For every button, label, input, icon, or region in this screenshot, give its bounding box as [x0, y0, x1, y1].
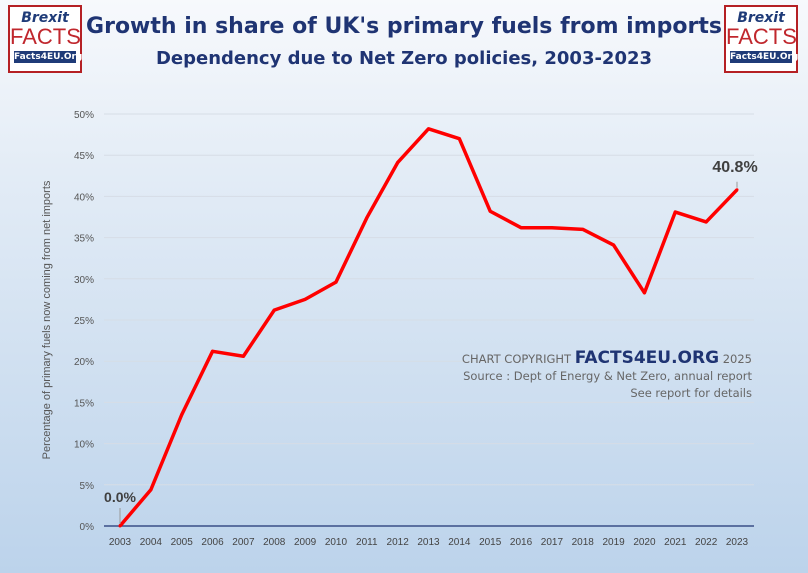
x-tick-label: 2009 — [294, 537, 317, 548]
copyright-line: CHART COPYRIGHT FACTS4EU.ORG 2025 — [462, 348, 752, 368]
x-tick-label: 2007 — [232, 537, 255, 548]
data-point — [365, 216, 369, 220]
brexit-facts-logo-right: Brexit FACTS Facts4EU.Org — [724, 5, 798, 73]
x-tick-label: 2015 — [479, 537, 502, 548]
x-tick-label: 2017 — [541, 537, 564, 548]
y-tick-label: 40% — [74, 192, 94, 203]
data-point — [427, 127, 430, 131]
data-point — [396, 161, 400, 165]
logo-text: Facts4EU.Org — [14, 51, 83, 63]
data-point — [149, 488, 153, 492]
logo-text: Brexit — [737, 10, 785, 26]
x-tick-label: 2004 — [140, 537, 163, 548]
data-point — [488, 209, 492, 213]
copyright-prefix: CHART COPYRIGHT — [461, 352, 572, 366]
x-tick-label: 2016 — [510, 537, 533, 548]
x-tick-label: 2020 — [633, 537, 656, 548]
data-point — [334, 280, 338, 284]
y-tick-label: 30% — [74, 275, 94, 286]
y-tick-label: 15% — [74, 398, 94, 409]
x-tick-label: 2023 — [726, 537, 749, 548]
data-label: 40.8% — [712, 159, 757, 176]
chart-title: Growth in share of UK's primary fuels fr… — [86, 14, 722, 39]
y-axis-label: Percentage of primary fuels now coming f… — [41, 180, 53, 459]
y-tick-label: 5% — [80, 481, 95, 492]
data-point — [673, 210, 677, 214]
data-point — [735, 188, 739, 192]
y-tick-label: 50% — [74, 110, 94, 121]
x-tick-label: 2008 — [263, 537, 286, 548]
data-point — [211, 349, 215, 353]
y-tick-label: 25% — [74, 316, 94, 327]
data-point — [519, 226, 523, 230]
data-point — [704, 220, 708, 224]
y-tick-label: 20% — [74, 357, 94, 368]
logo-text: FACTS — [726, 24, 797, 49]
source-note: Source : Dept of Energy & Net Zero, annu… — [463, 369, 752, 383]
data-point — [581, 227, 585, 231]
data-point — [457, 137, 461, 141]
x-tick-label: 2018 — [572, 537, 595, 548]
data-point — [272, 308, 276, 312]
x-tick-label: 2013 — [417, 537, 440, 548]
x-tick-label: 2022 — [695, 537, 718, 548]
x-tick-label: 2006 — [201, 537, 224, 548]
copyright-year: 2025 — [722, 352, 752, 366]
x-tick-label: 2011 — [356, 537, 378, 548]
data-point — [180, 413, 184, 417]
y-tick-label: 0% — [80, 522, 95, 533]
logo-text: FACTS — [10, 24, 81, 49]
data-point — [642, 291, 646, 295]
x-tick-label: 2019 — [602, 537, 625, 548]
x-tick-label: 2005 — [171, 537, 194, 548]
y-tick-label: 35% — [74, 234, 94, 245]
details-note: See report for details — [630, 386, 752, 400]
data-point — [303, 297, 307, 301]
logo-text: Brexit — [21, 10, 69, 26]
chart-subtitle: Dependency due to Net Zero policies, 200… — [155, 48, 653, 69]
y-tick-label: 10% — [74, 440, 94, 451]
x-tick-label: 2012 — [387, 537, 410, 548]
data-line — [118, 127, 739, 528]
x-tick-label: 2014 — [448, 537, 471, 548]
x-tick-label: 2010 — [325, 537, 348, 548]
data-point — [241, 354, 245, 358]
x-tick-label: 2003 — [109, 537, 132, 548]
logo-text: Facts4EU.Org — [730, 51, 799, 63]
y-tick-label: 45% — [74, 151, 94, 162]
copyright-brand: FACTS4EU.ORG — [574, 348, 720, 368]
data-point — [550, 226, 554, 230]
brexit-facts-logo-left: Brexit FACTS Facts4EU.Org — [8, 5, 82, 73]
data-point — [118, 524, 122, 528]
data-point — [612, 243, 616, 247]
data-label: 0.0% — [104, 489, 136, 505]
x-tick-label: 2021 — [664, 537, 687, 548]
